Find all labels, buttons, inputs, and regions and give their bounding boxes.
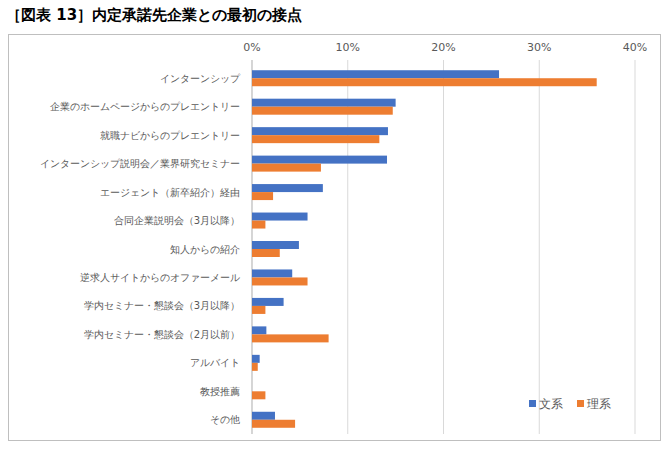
category-label: インターンシップ (160, 73, 241, 84)
bar (252, 213, 308, 221)
bar (252, 269, 292, 277)
bar (252, 306, 265, 314)
category-label: インターンシップ説明会／業界研究セミナー (40, 158, 240, 169)
bar (252, 221, 265, 229)
tick-label: 10% (336, 41, 360, 54)
bar (252, 184, 323, 192)
legend-label: 理系 (587, 397, 611, 411)
bars (252, 70, 597, 428)
legend-swatch (529, 400, 536, 407)
category-label: 教授推薦 (200, 386, 240, 397)
grid-line (539, 60, 540, 434)
category-label: 学内セミナー・懇談会（3月以降） (84, 300, 240, 311)
bar (252, 164, 321, 172)
bar (252, 412, 275, 420)
legend: 文系 理系 (529, 397, 611, 411)
category-label: アルバイト (190, 357, 240, 368)
bar (252, 355, 260, 363)
category-label: 就職ナビからのプレエントリー (100, 130, 240, 141)
title: ［図表 13］内定承諾先企業との最初の接点 (6, 6, 302, 24)
bar (252, 391, 265, 399)
category-label: その他 (210, 414, 240, 425)
category-label: エージェント（新卒紹介）経由 (100, 187, 240, 198)
bar (252, 99, 396, 107)
category-label: 学内セミナー・懇談会（2月以前） (84, 329, 240, 340)
category-label: 逆求人サイトからのオファーメール (80, 272, 240, 283)
bar (252, 241, 299, 249)
bar (252, 334, 329, 342)
category-label: 知人からの紹介 (170, 244, 240, 255)
tick-label: 30% (527, 41, 551, 54)
chart-frame (9, 35, 661, 441)
bar (252, 70, 499, 78)
tick-label: 20% (431, 41, 455, 54)
category-label: 企業のホームページからのプレエントリー (50, 101, 240, 112)
grid-line (635, 60, 636, 434)
bar (252, 420, 295, 428)
bar (252, 249, 280, 257)
bar (252, 78, 597, 86)
tick-label: 0% (243, 41, 260, 54)
tick-label: 40% (623, 41, 647, 54)
bar (252, 192, 273, 200)
grid-line (443, 60, 444, 434)
bar (252, 363, 258, 371)
bar (252, 298, 284, 306)
bar (252, 277, 308, 285)
chart: ［図表 13］内定承諾先企業との最初の接点 0% 10% 20% 30% 40% インターン… (0, 0, 671, 450)
grid (252, 60, 635, 434)
category-label: 合同企業説明会（3月以降） (114, 215, 240, 226)
bar (252, 326, 266, 334)
legend-label: 文系 (539, 397, 563, 411)
bar (252, 107, 393, 115)
grid-line (347, 60, 348, 434)
legend-swatch (577, 400, 584, 407)
bar (252, 127, 388, 135)
bar (252, 156, 387, 164)
bar (252, 383, 253, 391)
bar (252, 135, 379, 143)
